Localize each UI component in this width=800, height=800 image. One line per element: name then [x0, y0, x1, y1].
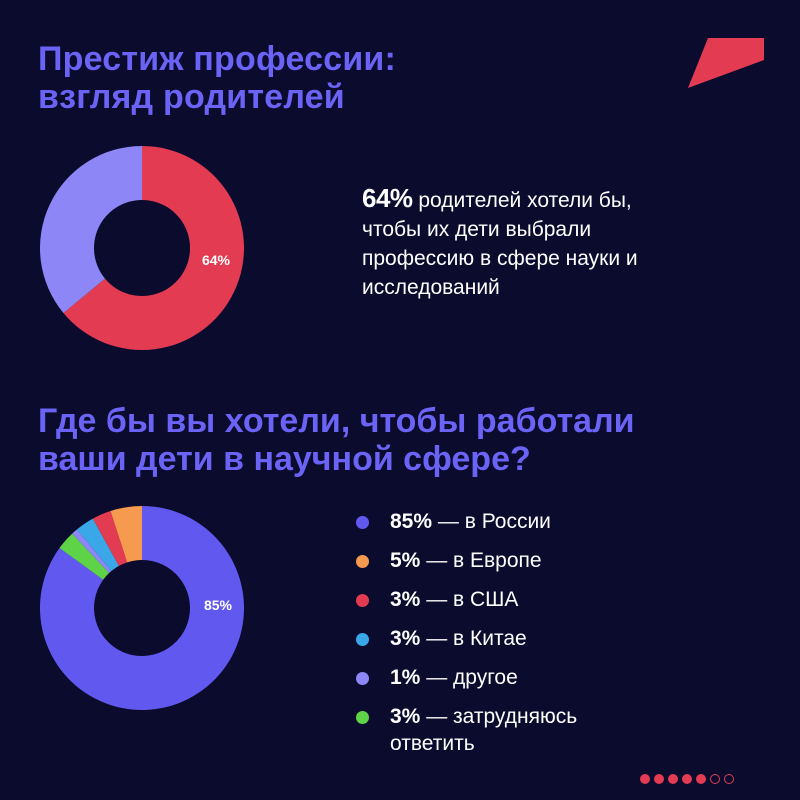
donut-slice-2	[72, 529, 112, 574]
chart-legend: 85% — в России 5% — в Европе 3% — в США …	[352, 508, 577, 769]
brand-logo-icon	[688, 38, 764, 88]
legend-text-line2: ответить	[390, 732, 475, 755]
legend-dot	[356, 594, 369, 607]
legend-pct: 3%	[390, 705, 421, 728]
legend-item-china: 3% — в Китае	[352, 625, 577, 652]
stat-statement: 64% родителей хотели бы, чтобы их дети в…	[362, 184, 692, 302]
legend-text: — в Европе	[420, 549, 542, 572]
pager-dot	[724, 774, 734, 784]
legend-item-europe: 5% — в Европе	[352, 547, 577, 574]
pager-dot	[668, 774, 678, 784]
question-line2: ваши дети в научной сфере?	[38, 440, 531, 478]
legend-item-usa: 3% — в США	[352, 586, 577, 613]
question-title: Где бы вы хотели, чтобы работали ваши де…	[38, 402, 635, 478]
legend-dot	[356, 672, 369, 685]
question-line1: Где бы вы хотели, чтобы работали	[38, 402, 635, 440]
legend-pct: 85%	[390, 510, 433, 533]
donut-slice-1	[40, 146, 142, 314]
legend-pct: 5%	[390, 549, 421, 572]
pager-dot	[696, 774, 706, 784]
pager-dot	[654, 774, 664, 784]
legend-text: — затрудняюсь	[420, 705, 578, 728]
pager-dot	[710, 774, 720, 784]
page-title-line1: Престиж профессии:	[38, 40, 397, 78]
legend-text: — в США	[420, 588, 519, 611]
pager-dot	[640, 774, 650, 784]
pager-dot	[682, 774, 692, 784]
slide-pager	[640, 774, 734, 784]
legend-text: — другое	[420, 666, 518, 689]
legend-item-russia: 85% — в России	[352, 508, 577, 535]
legend-item-undecided: 3% — затрудняюсь ответить	[352, 703, 577, 757]
legend-dot	[356, 633, 369, 646]
page-title: Престиж профессии: взгляд родителей	[38, 40, 396, 116]
legend-text: — в Китае	[420, 627, 527, 650]
donut1-center-label: 64%	[201, 252, 231, 268]
legend-dot	[356, 516, 369, 529]
donut-slice-0	[63, 146, 244, 350]
donut-slice-1	[59, 533, 110, 580]
legend-pct: 1%	[390, 666, 421, 689]
legend-dot	[356, 555, 369, 568]
legend-pct: 3%	[390, 588, 421, 611]
page-title-line2: взгляд родителей	[38, 78, 345, 116]
legend-pct: 3%	[390, 627, 421, 650]
work-location-donut-chart	[40, 506, 244, 710]
donut2-center-label: 85%	[203, 597, 233, 613]
stat-text: родителей хотели бы, чтобы их дети выбра…	[362, 189, 638, 299]
parents-donut-chart	[40, 146, 244, 350]
stat-big-value: 64%	[362, 183, 413, 213]
legend-dot	[356, 711, 369, 724]
donut-slice-3	[76, 518, 119, 572]
donut-slice-5	[110, 506, 142, 563]
legend-text: — в России	[432, 510, 551, 533]
donut-slice-0	[40, 506, 244, 710]
donut-slice-4	[92, 510, 128, 566]
legend-item-other: 1% — другое	[352, 664, 577, 691]
